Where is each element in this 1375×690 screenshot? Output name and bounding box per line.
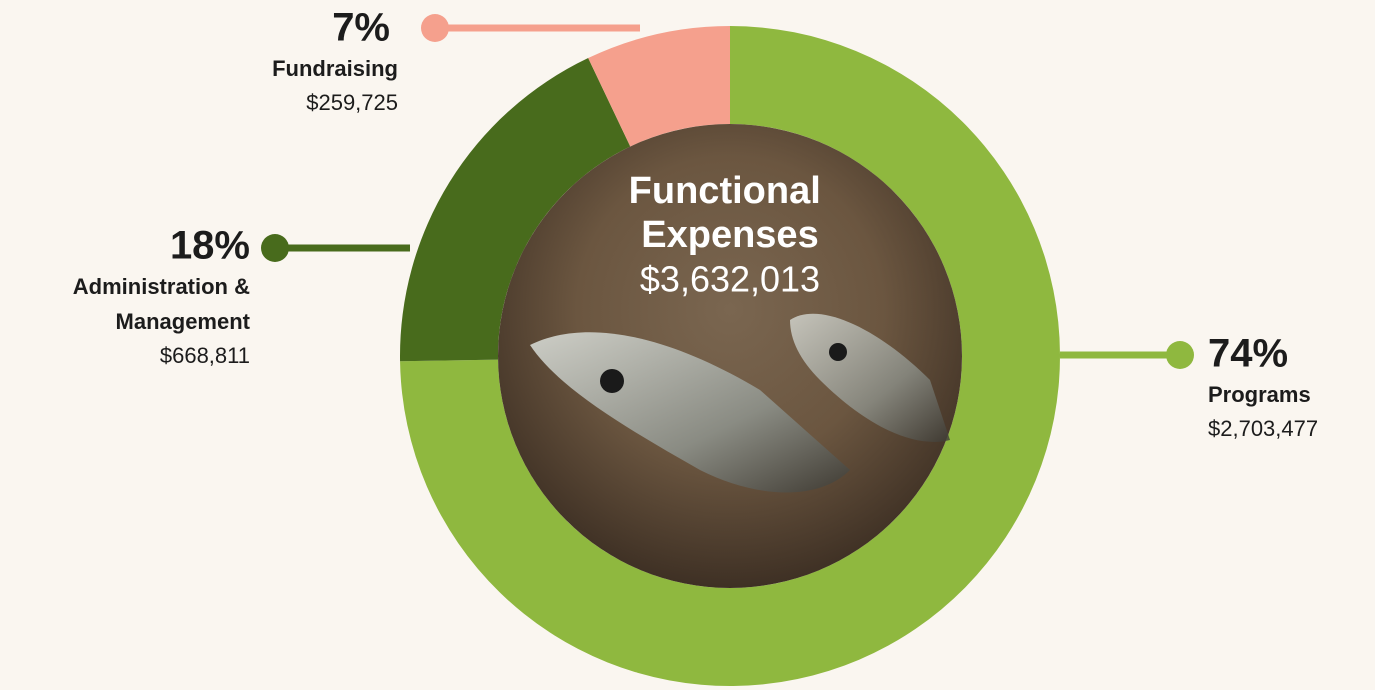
fish-eye [600,369,624,393]
percent-label: 74% [1208,332,1288,376]
category-label: Management [116,309,251,334]
fish-eye [829,343,847,361]
leader-dot [261,234,289,262]
amount-label: $259,725 [306,90,398,115]
leader-dot [1166,341,1194,369]
percent-label: 18% [170,224,250,268]
category-label: Fundraising [272,56,398,81]
amount-label: $2,703,477 [1208,416,1318,441]
chart: Functional Expenses $3,632,013 74%Progra… [0,0,1375,690]
category-label: Programs [1208,382,1311,407]
percent-label: 7% [332,6,390,50]
center-total: $3,632,013 [640,259,820,300]
leader-dot [421,14,449,42]
category-label: Administration & [73,274,250,299]
amount-label: $668,811 [160,343,250,368]
